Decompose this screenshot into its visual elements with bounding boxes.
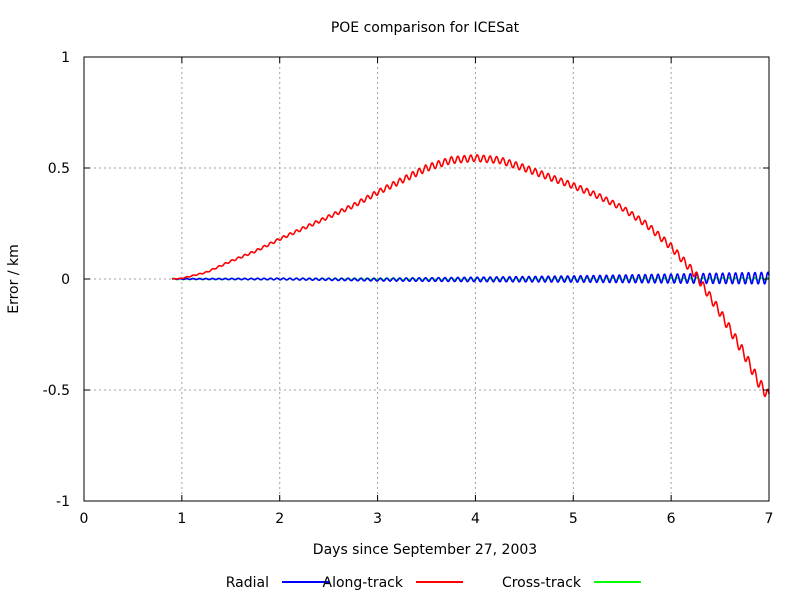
legend-label-radial: Radial (226, 575, 269, 591)
x-tick-label: 3 (373, 511, 382, 527)
y-tick-label: -0.5 (43, 383, 70, 399)
y-tick-label: 1 (61, 50, 70, 66)
y-tick-label: -1 (56, 494, 70, 510)
series-line-along-track (171, 154, 770, 398)
x-tick-label: 2 (275, 511, 284, 527)
x-tick-label: 6 (667, 511, 676, 527)
y-axis-label: Error / km (6, 244, 22, 314)
axis-ticks: 0 1 2 3 4 5 6 7 1 0.5 0 -0.5 -1 (43, 50, 774, 527)
y-tick-label: 0.5 (48, 161, 70, 177)
x-tick-label: 4 (471, 511, 480, 527)
series-line-radial (171, 271, 770, 285)
x-tick-label: 5 (569, 511, 578, 527)
chart-title: POE comparison for ICESat (331, 20, 520, 36)
plot-lines (171, 154, 770, 398)
x-axis-label: Days since September 27, 2003 (313, 542, 537, 558)
legend-label-along-track: Along-track (323, 575, 404, 591)
y-tick-label: 0 (61, 272, 70, 288)
x-tick-label: 7 (765, 511, 774, 527)
x-tick-label: 0 (80, 511, 89, 527)
legend-label-cross-track: Cross-track (502, 575, 582, 591)
x-tick-label: 1 (177, 511, 186, 527)
legend: Radial Along-track Cross-track (226, 575, 641, 591)
